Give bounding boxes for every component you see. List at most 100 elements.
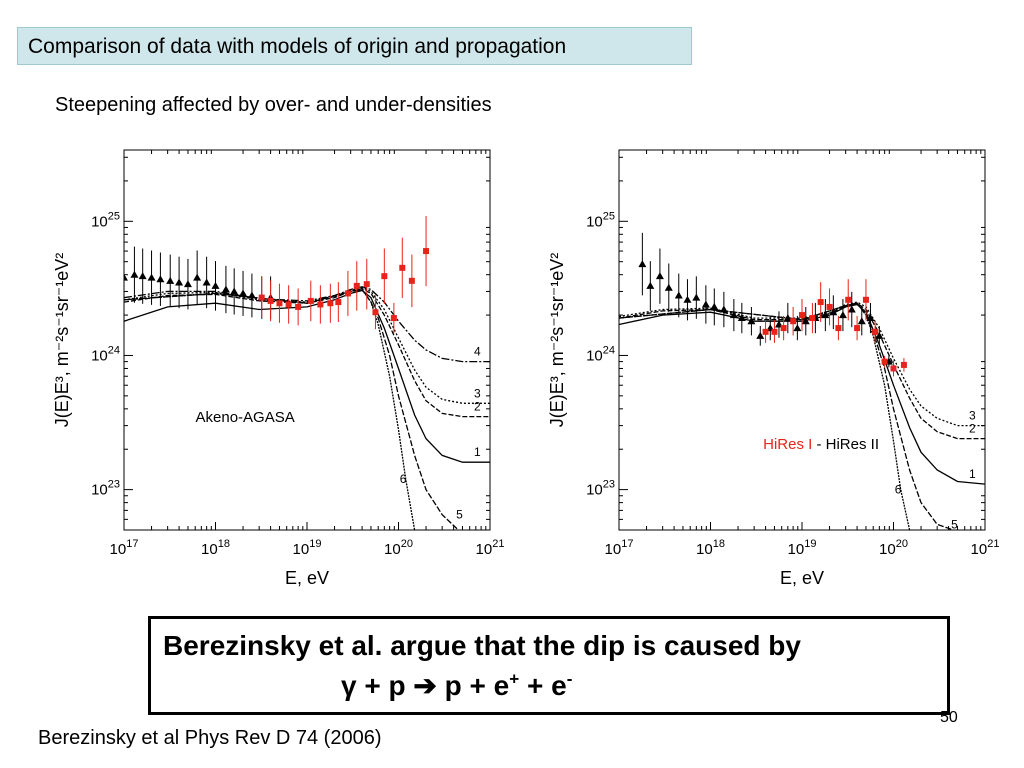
data-point-triangle [138,272,147,280]
model-curve-1 [124,289,490,463]
dataset-label: Akeno-AGASA [196,409,295,426]
x-tick-label: 1020 [384,538,413,558]
hires1-label: HiRes I [763,436,812,453]
plot-area [124,215,490,530]
x-tick-label: 1019 [293,538,322,558]
data-point-triangle [239,289,248,297]
y-tick-label: 1025 [586,210,615,230]
data-point-triangle [793,324,802,332]
data-point-square [344,290,351,297]
data-point-square [285,301,292,308]
data-point-triangle [655,272,664,280]
curve-label-6: 6 [400,472,407,486]
x-tick-label: 1021 [971,538,1000,558]
arrow-icon: ➔ [413,670,437,701]
data-point-square [390,315,397,322]
y-tick-label: 1023 [91,479,120,499]
model-curve-1 [619,303,985,485]
data-point-triangle [124,273,128,281]
data-point-square [381,273,388,280]
data-point-square [799,312,805,319]
data-point-square [862,296,869,303]
data-point-triangle [130,270,139,278]
positron-symbol: e+ [493,669,520,701]
data-point-square [267,297,274,304]
data-point-triangle [719,305,728,313]
plus-sign: + [364,670,381,701]
data-point-square [363,281,370,288]
model-curve-3 [619,301,985,427]
data-point-triangle [166,276,175,284]
data-point-square [335,299,342,306]
data-point-square [809,315,816,322]
plus-sign: + [469,670,486,701]
plot-area [619,232,985,530]
curve-label-3: 3 [969,409,976,423]
y-tick-label: 1024 [91,344,120,364]
plus-sign: + [526,670,544,701]
curve-label-3: 3 [474,386,481,400]
x-axis-label: E, eV [780,568,824,588]
x-tick-label: 1018 [696,538,725,558]
data-point-square [900,361,907,368]
data-point-triangle [783,314,792,322]
data-point-square [399,264,406,271]
x-tick-label: 1017 [110,538,139,558]
model-curve-5 [619,302,954,530]
data-point-triangle [838,311,847,319]
plot-frame [123,149,491,531]
data-point-square [771,328,778,335]
citation: Berezinsky et al Phys Rev D 74 (2006) [38,727,382,749]
title-box: Comparison of data with models of origin… [17,27,692,65]
data-point-triangle [202,278,211,286]
data-point-triangle [829,308,838,316]
data-point-square [372,309,379,316]
gamma-symbol: γ [341,670,357,701]
model-curve-5 [124,288,459,530]
x-tick-label: 1020 [879,538,908,558]
data-point-triangle [147,273,156,281]
data-point-square [826,303,833,310]
y-axis-label: J(E)E³, m⁻²s⁻¹sr⁻¹eV² [547,253,567,427]
model-curve-6 [619,302,911,530]
x-tick-label: 1019 [788,538,817,558]
data-point-triangle [638,260,647,268]
plot-frame [618,149,986,531]
data-point-triangle [193,273,202,281]
data-point-square [327,300,334,307]
y-tick-label: 1023 [586,479,615,499]
data-point-square [762,328,769,335]
data-point-square [872,328,879,335]
curve-label-4: 4 [474,345,481,359]
data-point-square [881,358,888,365]
data-point-square [817,299,824,306]
y-axis-label: J(E)E³, m⁻²s⁻¹sr⁻¹eV² [52,253,72,427]
proton-symbol: p [388,670,406,701]
data-point-square [276,300,283,307]
data-point-triangle [183,280,192,288]
data-point-square [423,248,430,255]
data-point-triangle [756,331,765,339]
data-point-square [854,325,861,332]
data-point-triangle [729,311,738,319]
curve-label-5: 5 [456,508,463,522]
data-point-triangle [156,275,165,283]
data-point-triangle [221,285,230,293]
model-curve-6 [124,288,416,530]
data-point-square [790,318,797,325]
data-point-triangle [247,291,256,299]
right-spectrum-chart: 1017 1018 1019 1020 1021 1023 1024 1025 E, eV J(E… [547,149,1000,588]
data-point-triangle [710,302,719,310]
data-point-triangle [683,295,692,303]
y-tick-label: 1025 [91,210,120,230]
y-tick-label: 1024 [586,344,615,364]
data-point-triangle [875,331,884,339]
data-point-triangle [646,281,655,289]
x-tick-label: 1018 [201,538,230,558]
data-point-triangle [211,281,220,289]
dataset-label: HiRes I - HiRes II [763,436,879,453]
slide-subtitle: Steepening affected by over- and under-d… [55,94,492,116]
reaction-equation: γ + p ➔ p + e+ + e- [341,669,572,702]
data-point-triangle [737,314,746,322]
data-point-square [353,282,360,289]
